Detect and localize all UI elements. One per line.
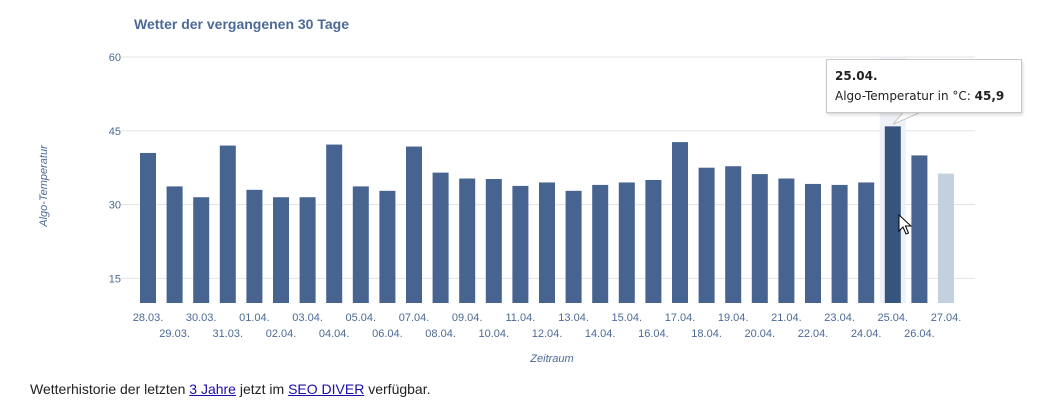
bar[interactable] [911,155,928,303]
bar[interactable] [406,146,422,303]
y-tick-label: 60 [109,52,121,64]
tooltip-value: 45,9 [974,89,1005,103]
y-tick-label: 15 [109,273,121,285]
bar[interactable] [592,184,609,303]
bar[interactable] [459,178,476,303]
bar[interactable] [193,197,210,303]
x-axis-label: Zeitraum [529,353,573,365]
x-tick-label: 13.04. [558,312,589,324]
bar[interactable] [273,197,289,303]
bar[interactable] [166,186,183,303]
tooltip-pointer [892,112,920,125]
tooltip-date: 25.04. [835,69,878,83]
x-tick-label: 06.04. [372,328,403,340]
bar[interactable] [352,186,369,303]
footer-text-middle: jetzt im [235,381,289,397]
footer-text-start: Wetterhistorie der letzten [30,381,190,397]
bar[interactable] [618,182,635,303]
bar[interactable] [672,142,688,303]
x-tick-label: 27.04. [931,312,962,324]
data-tooltip: 25.04. Algo-Temperatur in °C: 45,9 [826,59,1022,113]
bar[interactable] [565,190,582,303]
x-tick-label: 03.04. [292,312,323,324]
y-tick-label: 30 [109,200,121,212]
seo-diver-link[interactable]: SEO DIVER [288,381,365,397]
x-tick-label: 11.04. [506,312,536,324]
bar[interactable] [751,174,768,303]
x-tick-label: 29.03. [159,328,190,340]
bar[interactable] [326,144,343,303]
bar[interactable] [778,178,795,303]
bar[interactable] [805,183,821,303]
x-tick-label: 30.03. [186,312,217,324]
x-tick-label: 20.04. [745,328,776,340]
mouse-pointer-icon [898,214,912,235]
bar[interactable] [539,182,555,303]
chart-canvas: Wetter der vergangenen 30 Tage 15304560 … [38,16,975,365]
x-tick-label: 31.03. [213,328,244,340]
x-tick-label: 05.04. [346,312,377,324]
x-tick-label: 17.04. [665,312,696,324]
x-tick-label: 09.04. [452,312,483,324]
bar[interactable] [246,189,263,303]
x-tick-label: 04.04. [319,328,350,340]
x-tick-label: 23.04. [824,312,855,324]
bar[interactable] [725,166,742,303]
x-tick-label: 19.04. [718,312,749,324]
y-axis-label: Algo-Temperatur [38,144,50,228]
x-tick-label: 15.04. [612,312,643,324]
x-tick-label: 08.04. [425,328,456,340]
x-tick-label: 26.04. [904,328,935,340]
x-tick-label: 12.04. [532,328,563,340]
bar[interactable] [698,167,715,303]
weather-chart: Wetter der vergangenen 30 Tage 15 30 45 60 … [38,16,1022,365]
bar[interactable] [140,152,156,303]
bar[interactable] [432,172,449,303]
x-tick-label: 21.04. [771,312,802,324]
bar[interactable] [485,179,502,303]
x-tick-label: 25.04. [878,312,909,324]
x-tick-label: 24.04. [851,328,882,340]
tooltip-row: Algo-Temperatur in °C: 45,9 [835,86,1013,106]
bar[interactable] [645,180,662,303]
bar[interactable] [379,190,396,303]
x-tick-label: 02.04. [266,328,297,340]
three-years-link[interactable]: 3 Jahre [189,381,236,397]
bar[interactable] [219,145,236,303]
bar[interactable] [938,173,954,303]
x-tick-label: 22.04. [798,328,829,340]
x-tick-label: 16.04. [638,328,669,340]
x-tick-label: 14.04. [585,328,616,340]
x-tick-label: 01.04. [239,312,270,324]
x-tick-label: 18.04. [691,328,722,340]
tooltip-label: Algo-Temperatur in °C: [835,89,971,103]
bar[interactable] [831,184,848,303]
bar[interactable] [512,185,529,303]
y-tick-label: 45 [109,126,121,138]
x-tick-label: 10.04. [479,328,510,340]
chart-title: Wetter der vergangenen 30 Tage [134,16,349,32]
bar[interactable] [884,126,901,303]
footer-text-end: verfügbar. [364,381,431,397]
x-tick-label: 07.04. [399,312,430,324]
footer-note: Wetterhistorie der letzten 3 Jahre jetzt… [30,381,431,397]
bar[interactable] [299,197,316,303]
x-tick-label: 28.03. [133,312,164,324]
bar[interactable] [858,182,875,303]
